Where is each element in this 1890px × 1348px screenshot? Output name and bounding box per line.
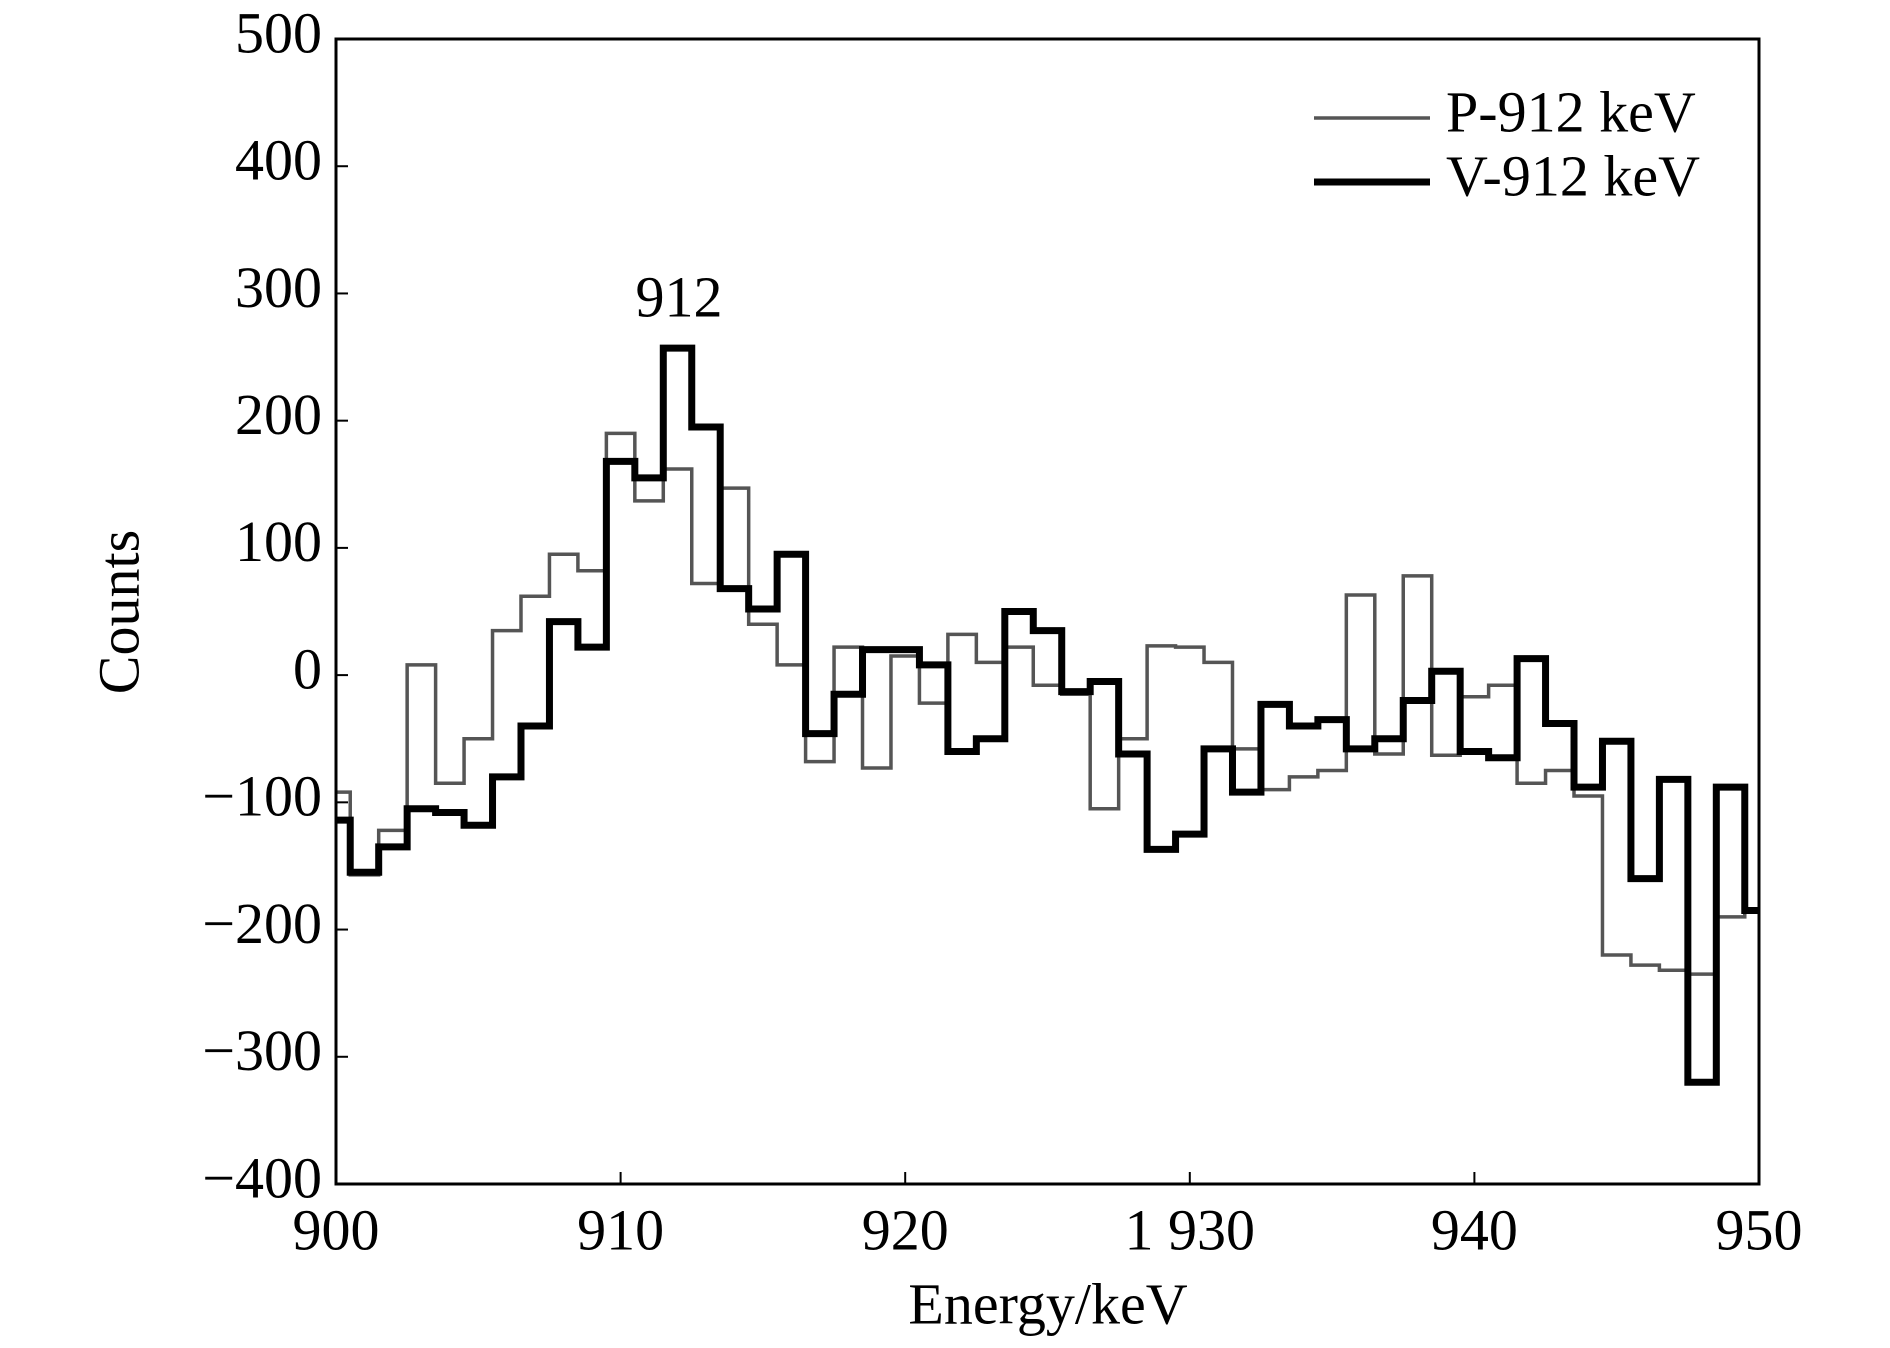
x-tick-label: 940 bbox=[1431, 1197, 1518, 1262]
x-tick-label: 910 bbox=[577, 1197, 664, 1262]
y-tick-label: −300 bbox=[202, 1018, 322, 1083]
y-tick-label: −100 bbox=[202, 764, 322, 829]
y-tick-label: 100 bbox=[235, 509, 322, 574]
x-axis-label: Energy/keV bbox=[908, 1271, 1187, 1336]
step-line bbox=[336, 431, 1759, 976]
y-tick-label: −400 bbox=[202, 1145, 322, 1210]
x-tick-label: 950 bbox=[1716, 1197, 1803, 1262]
legend-label: V-912 keV bbox=[1446, 143, 1700, 208]
plot-area bbox=[336, 344, 1759, 1086]
y-axis-label: Counts bbox=[86, 530, 151, 694]
plot-frame bbox=[334, 37, 1761, 1186]
y-tick-label: 500 bbox=[235, 0, 322, 65]
peak-annotation: 912 bbox=[636, 264, 723, 329]
y-tick-label: 0 bbox=[293, 636, 322, 701]
y-tick-label: 200 bbox=[235, 382, 322, 447]
x-tick-label: 920 bbox=[862, 1197, 949, 1262]
step-line bbox=[336, 344, 1759, 1086]
legend-label: P-912 keV bbox=[1446, 79, 1696, 144]
x-tick-label: 900 bbox=[293, 1197, 380, 1262]
y-tick-label: 400 bbox=[235, 128, 322, 193]
y-tick-label: 300 bbox=[235, 255, 322, 320]
y-tick-label: −200 bbox=[202, 891, 322, 956]
x-tick-label: 1 930 bbox=[1125, 1197, 1256, 1262]
